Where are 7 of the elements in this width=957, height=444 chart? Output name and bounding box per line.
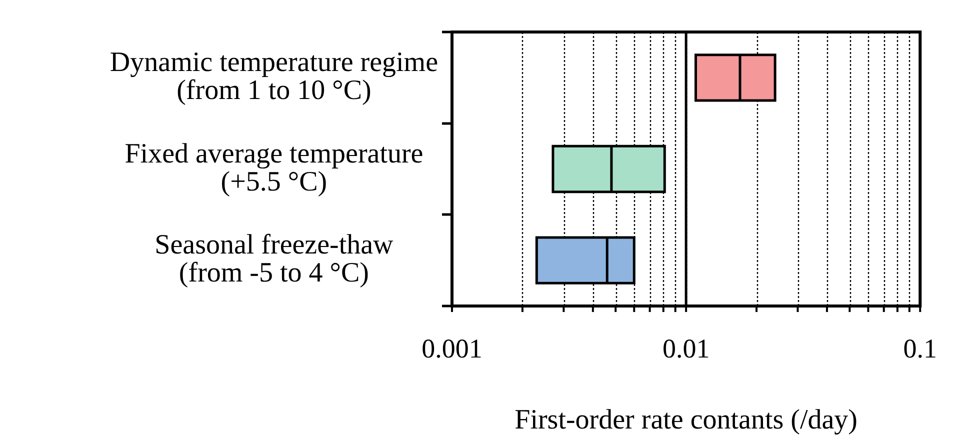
- x-tick-label: 0.01: [662, 333, 710, 364]
- y-tick-label: Seasonal freeze-thaw (from -5 to 4 °C): [154, 230, 394, 289]
- x-tick-label: 0.1: [903, 333, 937, 364]
- y-tick-label: Fixed average temperature (+5.5 °C): [124, 138, 424, 198]
- x-tick-label: 0.001: [422, 333, 482, 364]
- y-tick-label: Dynamic temperature regime (from 1 to 10 °C): [110, 47, 438, 106]
- x-axis-title: First-order rate contants (/day): [514, 404, 858, 436]
